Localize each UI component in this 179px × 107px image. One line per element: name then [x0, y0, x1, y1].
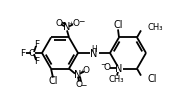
Text: N: N — [115, 64, 123, 74]
Text: Cl: Cl — [148, 74, 158, 84]
Text: N: N — [74, 70, 82, 80]
Text: F: F — [34, 39, 40, 48]
Text: −: − — [100, 62, 106, 68]
Text: O: O — [83, 66, 90, 75]
Bar — [91, 48, 98, 56]
Text: O: O — [103, 63, 110, 72]
Bar — [49, 78, 57, 84]
Bar — [115, 66, 122, 72]
Text: N: N — [63, 22, 71, 32]
Text: −: − — [78, 17, 84, 26]
Text: O: O — [76, 80, 83, 89]
Text: Cl: Cl — [113, 20, 123, 30]
Text: F: F — [34, 57, 40, 66]
Text: +: + — [79, 69, 85, 74]
Text: CH₃: CH₃ — [108, 75, 124, 84]
Text: −: − — [80, 81, 86, 90]
Text: F: F — [20, 48, 26, 57]
Text: O: O — [55, 19, 62, 28]
Text: CH₃: CH₃ — [148, 23, 163, 32]
Text: Cl: Cl — [48, 76, 58, 86]
Bar — [113, 22, 122, 28]
Text: N: N — [90, 49, 98, 59]
Text: O: O — [72, 19, 79, 28]
Text: +: + — [68, 21, 74, 26]
Text: H: H — [91, 45, 97, 54]
Text: C: C — [29, 48, 35, 57]
